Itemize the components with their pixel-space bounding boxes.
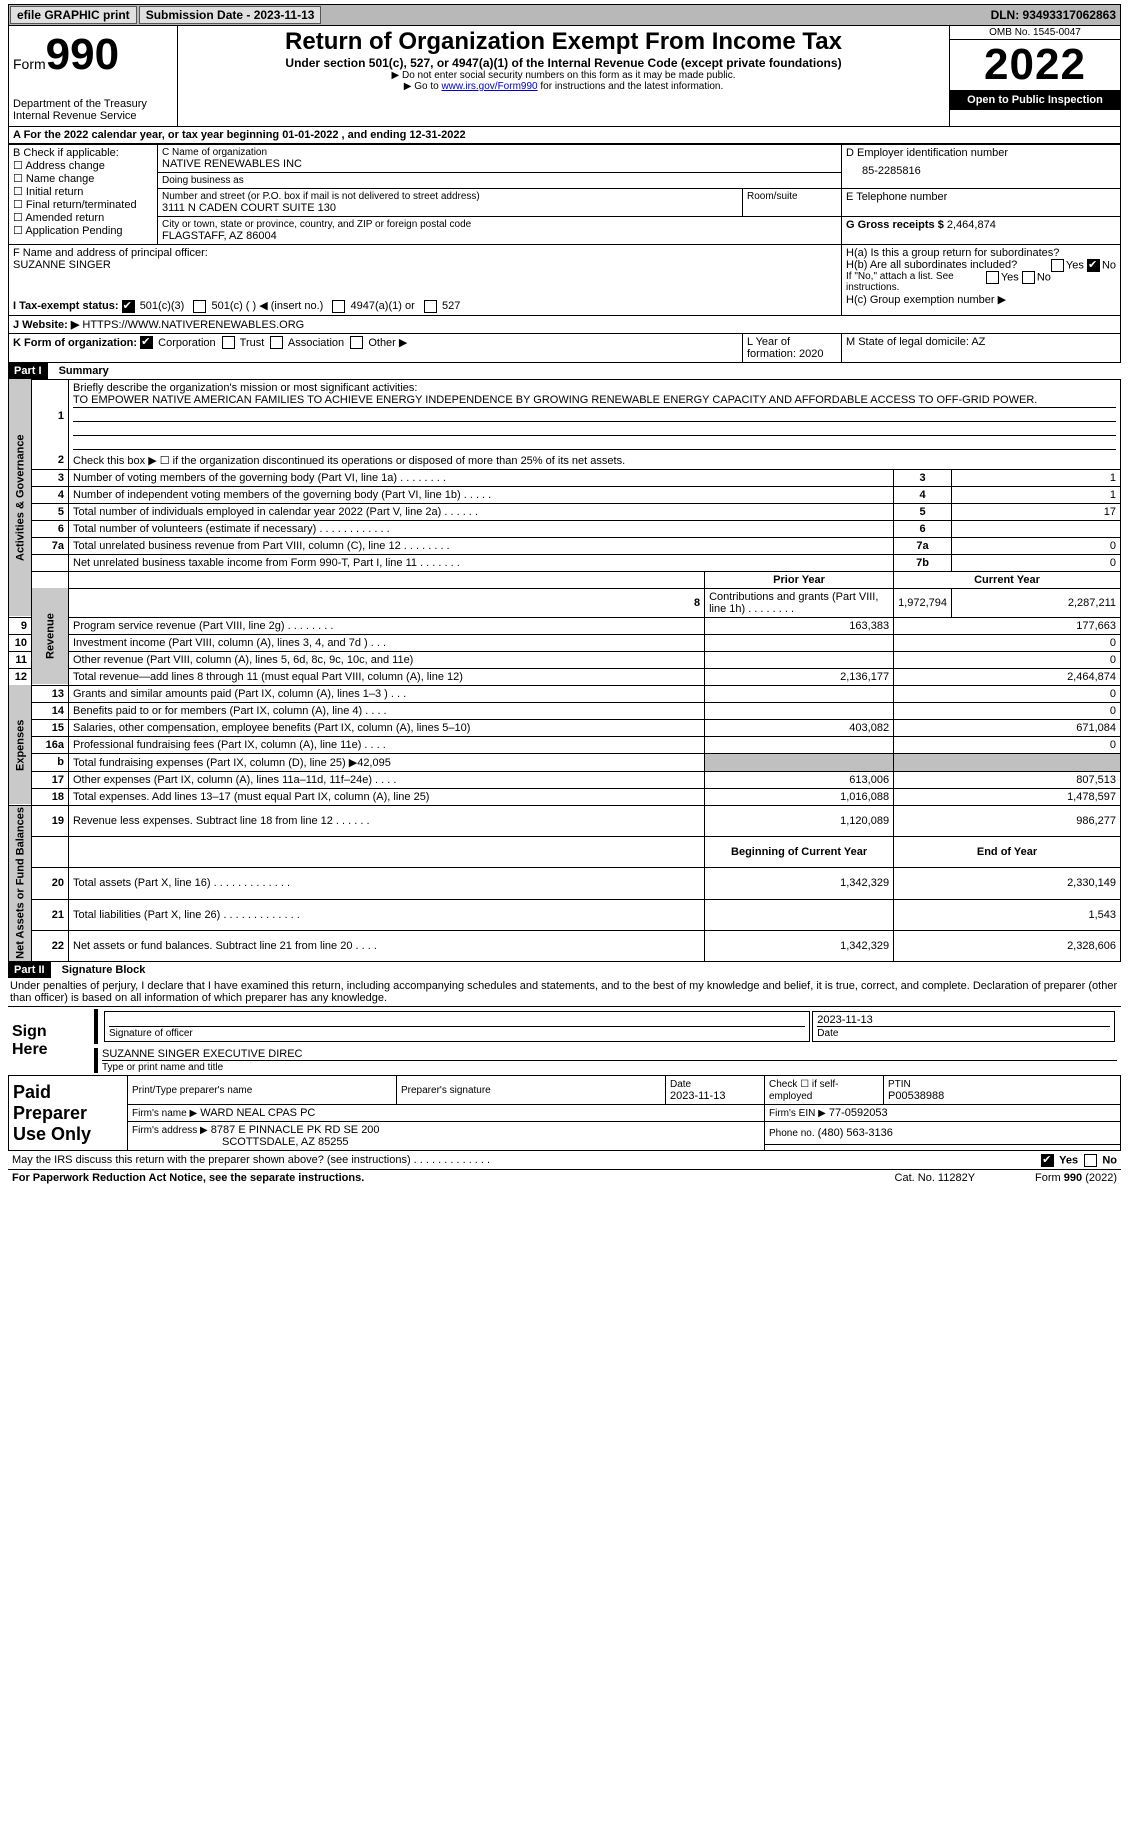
sum-row: 3Number of voting members of the governi…	[9, 469, 1121, 486]
vlabel-net: Net Assets or Fund Balances	[9, 805, 32, 962]
line-M: M State of legal domicile: AZ	[842, 333, 1121, 362]
sign-block: Sign Here Signature of officer 2023-11-1…	[8, 1007, 1121, 1075]
line-I: I Tax-exempt status: 501(c)(3) 501(c) ( …	[13, 299, 837, 313]
mission: TO EMPOWER NATIVE AMERICAN FAMILIES TO A…	[73, 394, 1116, 408]
line-L: L Year of formation: 2020	[743, 333, 842, 362]
chk-527[interactable]	[424, 300, 437, 313]
exp-row: 14Benefits paid to or for members (Part …	[9, 702, 1121, 719]
summary-table: Activities & Governance 1 Briefly descri…	[8, 379, 1121, 963]
efile-btn[interactable]: efile GRAPHIC print	[10, 6, 137, 24]
Hc: H(c) Group exemption number ▶	[846, 293, 1116, 306]
rev-row: 9Program service revenue (Part VIII, lin…	[9, 617, 1121, 634]
firm-phone: (480) 563-3136	[818, 1127, 893, 1139]
chk-4947[interactable]	[332, 300, 345, 313]
sum-row: 6Total number of volunteers (estimate if…	[9, 520, 1121, 537]
K-label: K Form of organization:	[13, 337, 137, 349]
B-opt[interactable]: ☐ Address change	[13, 159, 153, 172]
org-name: NATIVE RENEWABLES INC	[162, 158, 837, 170]
net-row: 22Net assets or fund balances. Subtract …	[9, 931, 1121, 962]
irs: Internal Revenue Service	[13, 110, 173, 122]
exp-row: bTotal fundraising expenses (Part IX, co…	[9, 753, 1121, 771]
net-row: 20Total assets (Part X, line 16) . . . .…	[9, 868, 1121, 899]
paid-prep-lbl: Paid Preparer Use Only	[9, 1076, 128, 1151]
Ha: H(a) Is this a group return for subordin…	[846, 247, 1116, 259]
irs-link[interactable]: www.irs.gov/Form990	[441, 81, 537, 92]
B-opt[interactable]: ☐ Application Pending	[13, 224, 153, 237]
city-label: City or town, state or province, country…	[162, 219, 837, 230]
line-A: A For the 2022 calendar year, or tax yea…	[8, 127, 1121, 144]
l1-label: Briefly describe the organization's miss…	[73, 382, 417, 394]
B-opt[interactable]: ☐ Amended return	[13, 211, 153, 224]
rev-row: 12Total revenue—add lines 8 through 11 (…	[9, 668, 1121, 685]
dept: Department of the Treasury	[13, 98, 173, 110]
firm-ein: 77-0592053	[829, 1107, 888, 1119]
B-opt[interactable]: ☐ Initial return	[13, 185, 153, 198]
penalty-text: Under penalties of perjury, I declare th…	[8, 978, 1121, 1007]
C-label: C Name of organization	[162, 147, 837, 158]
chk-501c[interactable]	[193, 300, 206, 313]
submission-btn[interactable]: Submission Date - 2023-11-13	[139, 6, 322, 24]
B-opt[interactable]: ☐ Name change	[13, 172, 153, 185]
exp-row: 17Other expenses (Part IX, column (A), l…	[9, 771, 1121, 788]
F-label: F Name and address of principal officer:	[13, 247, 837, 259]
sum-row: 7aTotal unrelated business revenue from …	[9, 537, 1121, 554]
exp-row: 15Salaries, other compensation, employee…	[9, 719, 1121, 736]
officer-name: SUZANNE SINGER	[13, 259, 837, 271]
exp-row: 18Total expenses. Add lines 13–17 (must …	[9, 788, 1121, 805]
officer-sig-name: SUZANNE SINGER EXECUTIVE DIREC	[102, 1048, 1117, 1061]
net-row: 21Total liabilities (Part X, line 26) . …	[9, 899, 1121, 930]
form-title: Return of Organization Exempt From Incom…	[184, 28, 943, 56]
dba-label: Doing business as	[162, 175, 837, 186]
sign-here-lbl: Sign Here	[8, 1007, 86, 1075]
rev-row: 10Investment income (Part VIII, column (…	[9, 634, 1121, 651]
ein: 85-2285816	[846, 159, 1116, 177]
form-header: Form990 Department of the Treasury Inter…	[8, 26, 1121, 127]
B-label: B Check if applicable:	[13, 147, 153, 159]
sum-row: 5Total number of individuals employed in…	[9, 503, 1121, 520]
top-bar: efile GRAPHIC print Submission Date - 20…	[8, 4, 1121, 26]
vlabel-activities: Activities & Governance	[9, 379, 32, 617]
vlabel-revenue: Revenue	[32, 588, 69, 685]
H-note: If "No," attach a list. See instructions…	[846, 271, 1116, 293]
footer: For Paperwork Reduction Act Notice, see …	[8, 1170, 1121, 1186]
sum-row: 4Number of independent voting members of…	[9, 486, 1121, 503]
website: HTTPS://WWW.NATIVERENEWABLES.ORG	[82, 319, 304, 331]
J-label: J Website: ▶	[13, 319, 79, 331]
part-II-header: Part II Signature Block	[8, 962, 1121, 978]
room-label: Room/suite	[747, 191, 837, 202]
gross-receipts: 2,464,874	[947, 219, 996, 231]
discuss-q: May the IRS discuss this return with the…	[8, 1151, 1121, 1170]
entity-block: B Check if applicable: ☐ Address change …	[8, 144, 1121, 363]
E-label: E Telephone number	[846, 191, 1116, 203]
rev-row: 11Other revenue (Part VIII, column (A), …	[9, 651, 1121, 668]
street-label: Number and street (or P.O. box if mail i…	[162, 191, 738, 202]
firm-name: WARD NEAL CPAS PC	[200, 1107, 315, 1119]
omb: OMB No. 1545-0047	[950, 26, 1120, 40]
part-I-header: Part I Summary	[8, 363, 1121, 379]
B-opt[interactable]: ☐ Final return/terminated	[13, 198, 153, 211]
subtitle3: ▶ Go to www.irs.gov/Form990 for instruct…	[184, 81, 943, 92]
sum-row: Net unrelated business taxable income fr…	[9, 554, 1121, 571]
tax-year: 2022	[950, 40, 1120, 90]
G-label: G Gross receipts $	[846, 219, 944, 231]
form-number: Form990	[13, 30, 173, 80]
exp-row: 16aProfessional fundraising fees (Part I…	[9, 736, 1121, 753]
street: 3111 N CADEN COURT SUITE 130	[162, 202, 738, 214]
vlabel-expenses: Expenses	[9, 685, 32, 805]
subtitle2: ▶ Do not enter social security numbers o…	[184, 70, 943, 81]
D-label: D Employer identification number	[846, 147, 1116, 159]
city: FLAGSTAFF, AZ 86004	[162, 230, 837, 242]
preparer-block: Paid Preparer Use Only Print/Type prepar…	[8, 1075, 1121, 1151]
chk-501c3[interactable]	[122, 300, 135, 313]
subtitle1: Under section 501(c), 527, or 4947(a)(1)…	[184, 56, 943, 70]
open-to-public: Open to Public Inspection	[950, 90, 1120, 110]
dln: DLN: 93493317062863	[987, 8, 1120, 22]
l2: Check this box ▶ ☐ if the organization d…	[69, 452, 1121, 470]
